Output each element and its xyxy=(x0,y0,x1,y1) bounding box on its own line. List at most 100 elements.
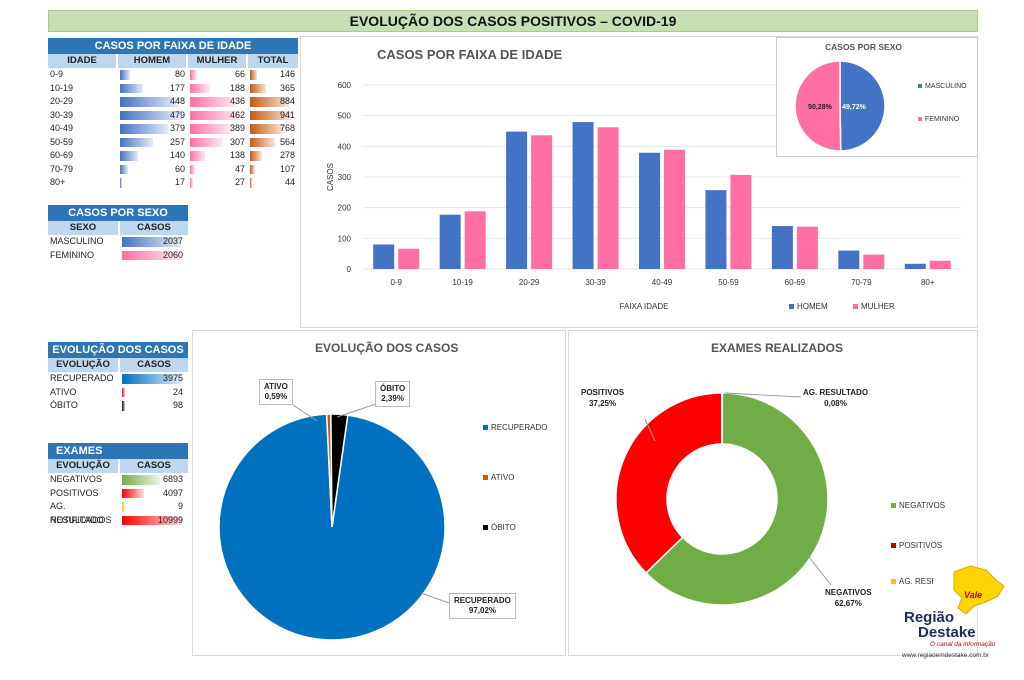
row-label: AG. RESULTADO xyxy=(50,501,104,525)
page-title: EVOLUÇÃO DOS CASOS POSITIVOS – COVID-19 xyxy=(48,10,978,32)
slice-feminino xyxy=(794,60,842,152)
legend-label: MULHER xyxy=(861,302,895,311)
bar-homem xyxy=(904,263,926,269)
col-mulher: MULHER xyxy=(188,54,248,68)
col-homem: HOMEM xyxy=(118,54,188,68)
evolution-pie-title: EVOLUÇÃO DOS CASOS xyxy=(315,341,459,355)
row-label: MASCULINO xyxy=(50,236,104,246)
table-row: AG. RESULTADO 9 xyxy=(48,500,188,525)
homem-cell: 379 xyxy=(118,122,188,136)
row-label: ÓBITO xyxy=(50,400,78,410)
exams-table: EXAMES EVOLUÇÃO CASOS NEGATIVOS 6893 POSIT… xyxy=(48,443,188,527)
row-value: 2037 xyxy=(120,235,186,249)
data-bar xyxy=(250,70,257,80)
data-bar xyxy=(122,475,160,485)
data-bar xyxy=(122,374,182,384)
row-value: 6893 xyxy=(120,473,186,487)
bar-mulher xyxy=(730,174,752,269)
data-bar xyxy=(190,97,238,107)
negativos-pct: 62,67% xyxy=(834,599,862,608)
data-bar xyxy=(250,97,290,107)
recuperado-pct: 97,02% xyxy=(468,606,497,615)
data-bar xyxy=(190,178,193,188)
legend-swatch xyxy=(789,304,794,309)
mulher-cell: 47 xyxy=(188,163,248,177)
x-tick-label: 0-9 xyxy=(390,278,402,287)
data-bar xyxy=(120,124,170,134)
y-tick-label: 500 xyxy=(338,112,352,121)
x-tick-label: 60-69 xyxy=(785,278,806,287)
data-bar xyxy=(190,124,233,134)
age-table-row: 60-69 140 138 278 xyxy=(48,149,298,163)
legend-label: FEMININO xyxy=(925,116,960,123)
homem-cell: 257 xyxy=(118,136,188,150)
row-value: 4097 xyxy=(120,487,186,501)
data-bar xyxy=(190,70,198,80)
row-label: NEGATIVOS xyxy=(50,474,102,484)
data-bar xyxy=(122,515,182,525)
leader-line xyxy=(420,592,450,604)
legend-label: MASCULINO xyxy=(925,83,967,90)
exams-donut-chart xyxy=(615,392,832,606)
homem-cell: 140 xyxy=(118,149,188,163)
mulher-cell: 462 xyxy=(188,109,248,123)
data-bar xyxy=(120,164,128,174)
slice-negativos xyxy=(644,392,829,606)
bar-mulher xyxy=(531,135,553,269)
x-tick-label: 70-79 xyxy=(851,278,872,287)
total-cell: 564 xyxy=(248,136,298,150)
row-value: 2060 xyxy=(120,249,186,263)
age-table-row: 10-19 177 188 365 xyxy=(48,82,298,96)
positivos-datalabel: POSITIVOS 37,25% xyxy=(581,387,624,409)
data-bar xyxy=(122,401,125,411)
legend-swatch xyxy=(918,84,922,88)
x-tick-label: 50-59 xyxy=(718,278,739,287)
legend-negativos-label: NEGATIVOS xyxy=(899,501,946,510)
exams-donut-panel: EXAMES REALIZADOS POSITIVOS 37,25% AG. RE… xyxy=(568,330,978,656)
data-bar xyxy=(122,488,145,498)
homem-cell: 479 xyxy=(118,109,188,123)
y-tick-label: 300 xyxy=(338,173,352,182)
homem-cell: 80 xyxy=(118,68,188,82)
slice-masculino xyxy=(839,60,886,152)
y-tick-label: 100 xyxy=(338,234,352,243)
data-bar xyxy=(120,70,131,80)
slice-positivos xyxy=(615,392,723,574)
table-row: POSITIVOS 4097 xyxy=(48,487,188,501)
svg-text:Vale: Vale xyxy=(964,590,982,600)
feminino-pct: 50,28% xyxy=(808,104,833,111)
x-tick-label: 10-19 xyxy=(452,278,473,287)
age-bar-chart: 0 100 200 300 400 500 600 CASOS 0-9 10-19 20-29 30-… xyxy=(326,81,961,311)
age-table-row: 70-79 60 47 107 xyxy=(48,163,298,177)
total-cell: 146 xyxy=(248,68,298,82)
table-row: ÓBITO 98 xyxy=(48,399,188,413)
data-bar xyxy=(250,164,255,174)
ag-resultado-pct: 0,08% xyxy=(824,399,847,408)
legend-swatch xyxy=(918,117,922,121)
obito-label: ÓBITO xyxy=(380,384,406,393)
data-bar xyxy=(190,110,241,120)
data-bar xyxy=(120,110,182,120)
sex-pie-title: CASOS POR SEXO xyxy=(825,42,902,52)
obito-pct: 2,39% xyxy=(381,394,404,403)
evolution-pie-panel: EVOLUÇÃO DOS CASOS ATIVO 0,59% ÓBITO 2,39%… xyxy=(192,330,566,656)
legend-positivos-label: POSITIVOS xyxy=(899,541,943,550)
data-bar xyxy=(120,178,123,188)
legend-obito-label: ÓBITO xyxy=(491,523,516,532)
leader-line xyxy=(724,392,802,398)
obito-callout: ÓBITO 2,39% xyxy=(375,381,411,407)
table-row: RECUPERADO 3975 xyxy=(48,372,188,386)
sex-table-header: SEXO CASOS xyxy=(48,221,188,235)
sex-table: CASOS POR SEXO SEXO CASOS MASCULINO 2037 F… xyxy=(48,205,188,262)
mulher-cell: 66 xyxy=(188,68,248,82)
bar-homem xyxy=(572,122,594,270)
bar-homem xyxy=(373,244,395,269)
legend-ativo-label: ATIVO xyxy=(491,473,515,482)
row-label: POSITIVOS xyxy=(50,487,99,498)
bar-mulher xyxy=(796,226,818,269)
masculino-pct: 49,72% xyxy=(842,104,867,111)
age-table-row: 20-29 448 436 884 xyxy=(48,95,298,109)
bar-homem xyxy=(838,250,860,269)
age-cell: 70-79 xyxy=(50,163,74,174)
logo-url: www.regiaoemdestake.com.br xyxy=(902,652,990,659)
